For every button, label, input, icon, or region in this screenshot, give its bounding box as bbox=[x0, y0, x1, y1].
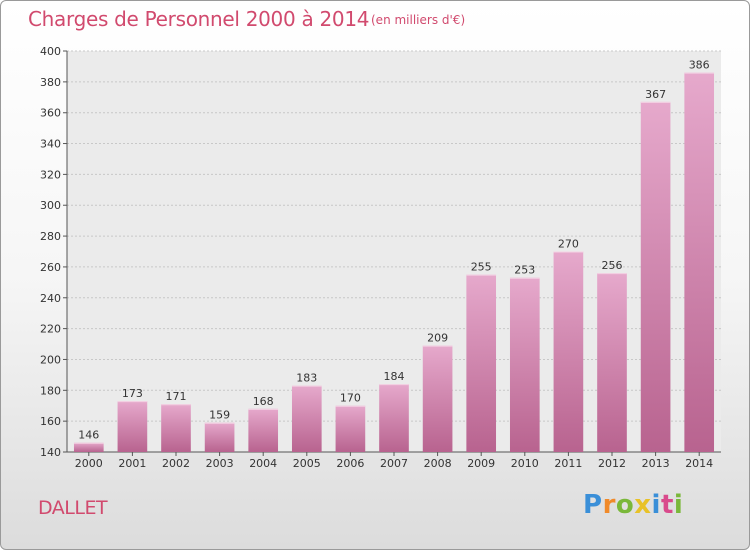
x-tick-label: 2000 bbox=[75, 457, 103, 470]
data-label: 173 bbox=[122, 387, 143, 400]
logo-letter: x bbox=[634, 490, 652, 520]
place-name: DALLET bbox=[38, 497, 108, 519]
data-label: 146 bbox=[78, 429, 99, 442]
bar bbox=[466, 274, 497, 452]
bar bbox=[204, 422, 235, 452]
y-tick-label: 160 bbox=[40, 415, 61, 428]
data-label: 270 bbox=[558, 238, 579, 251]
x-tick-label: 2012 bbox=[598, 457, 626, 470]
data-label: 184 bbox=[384, 370, 405, 383]
logo-letter: i bbox=[673, 490, 684, 520]
bar bbox=[291, 385, 322, 452]
y-tick-label: 260 bbox=[40, 261, 61, 274]
logo-letter: i bbox=[651, 490, 661, 520]
data-label: 168 bbox=[253, 395, 274, 408]
bar bbox=[684, 72, 715, 452]
y-tick-label: 300 bbox=[40, 199, 61, 212]
x-tick-label: 2009 bbox=[467, 457, 495, 470]
x-tick-label: 2010 bbox=[511, 457, 539, 470]
y-tick-label: 340 bbox=[40, 138, 61, 151]
x-tick-label: 2011 bbox=[554, 457, 582, 470]
bar bbox=[597, 273, 627, 452]
logo-letter: o bbox=[615, 490, 635, 520]
x-tick-label: 2003 bbox=[206, 457, 234, 470]
x-tick-label: 2004 bbox=[249, 457, 277, 470]
data-label: 367 bbox=[645, 88, 666, 101]
proxiti-logo: Proxiti bbox=[583, 490, 683, 520]
data-label: 256 bbox=[602, 259, 623, 272]
y-tick-label: 400 bbox=[40, 45, 61, 58]
x-tick-label: 2007 bbox=[380, 457, 408, 470]
x-tick-label: 2013 bbox=[642, 457, 670, 470]
y-tick-label: 200 bbox=[40, 353, 61, 366]
chart-subtitle: (en milliers d'€) bbox=[371, 13, 466, 27]
bar bbox=[248, 408, 279, 452]
bar bbox=[422, 345, 453, 452]
data-label: 170 bbox=[340, 392, 361, 405]
data-label: 255 bbox=[471, 261, 492, 274]
y-tick-label: 180 bbox=[40, 384, 61, 397]
chart-title: Charges de Personnel 2000 à 2014 bbox=[28, 7, 370, 31]
x-tick-label: 2006 bbox=[336, 457, 364, 470]
data-label: 386 bbox=[689, 59, 710, 72]
x-tick-label: 2008 bbox=[424, 457, 452, 470]
y-tick-label: 240 bbox=[40, 292, 61, 305]
y-tick-label: 220 bbox=[40, 323, 61, 336]
y-tick-label: 320 bbox=[40, 168, 61, 181]
data-label: 159 bbox=[209, 409, 230, 422]
x-tick-label: 2001 bbox=[118, 457, 146, 470]
bar bbox=[379, 384, 409, 452]
bar bbox=[640, 101, 671, 453]
data-label: 171 bbox=[166, 390, 187, 403]
bar bbox=[161, 404, 191, 452]
y-tick-label: 280 bbox=[40, 230, 61, 243]
bar bbox=[335, 405, 366, 452]
logo-letter: t bbox=[660, 490, 674, 520]
logo-letter: r bbox=[602, 490, 616, 520]
bar bbox=[73, 442, 104, 452]
logo-letter: P bbox=[583, 490, 603, 520]
bar bbox=[509, 277, 540, 452]
y-tick-label: 380 bbox=[40, 76, 61, 89]
data-label: 253 bbox=[514, 264, 535, 277]
x-tick-label: 2014 bbox=[685, 457, 713, 470]
y-tick-label: 360 bbox=[40, 107, 61, 120]
x-tick-label: 2005 bbox=[293, 457, 321, 470]
bar bbox=[553, 251, 584, 452]
data-label: 183 bbox=[296, 372, 317, 385]
y-tick-label: 140 bbox=[40, 446, 61, 459]
bar bbox=[117, 401, 148, 452]
data-label: 209 bbox=[427, 332, 448, 345]
x-tick-label: 2002 bbox=[162, 457, 190, 470]
